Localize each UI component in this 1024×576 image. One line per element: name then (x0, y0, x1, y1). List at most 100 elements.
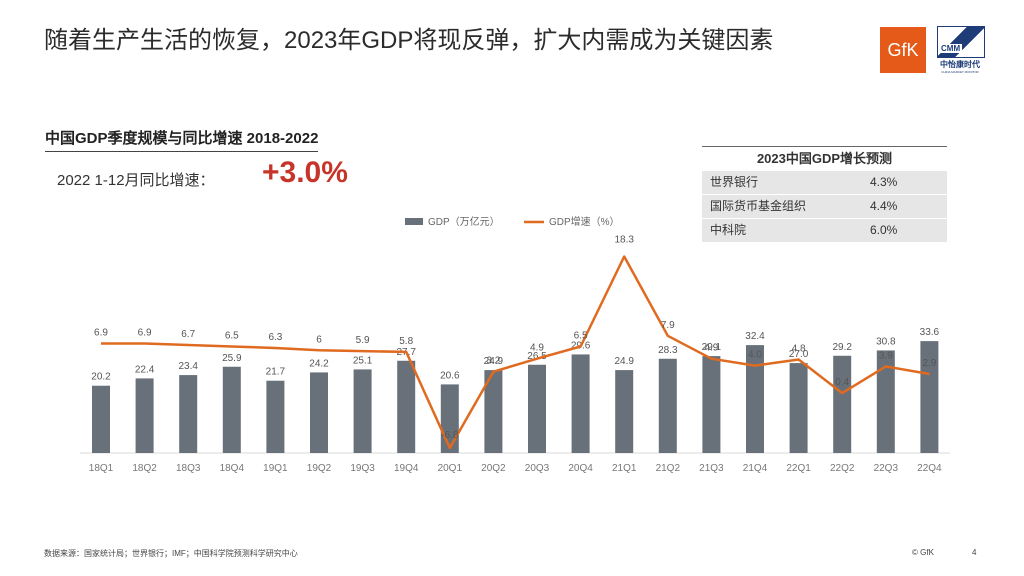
gdp-growth-label: 4.8 (792, 343, 806, 354)
forecast-org: 中科院 (710, 223, 747, 237)
gdp-bar-label: 24.9 (614, 356, 634, 367)
forecast-row-imf: 国际货币基金组织 4.4% (702, 194, 947, 218)
x-tick-label: 22Q4 (917, 463, 942, 474)
gdp-growth-label: 5.9 (356, 335, 370, 346)
gdp-bar-label: 29.1 (702, 342, 722, 353)
gdp-bar (702, 356, 721, 453)
gdp-growth-label: 3.2 (486, 356, 500, 367)
cmm-logo: CMM 中怡康时代 CHINA MARKET MONITOR (935, 26, 985, 74)
x-tick-label: 21Q3 (699, 463, 724, 474)
forecast-value: 6.0% (870, 223, 898, 237)
gdp-growth-label: 4.0 (748, 350, 762, 361)
gdp-bar-label: 23.4 (178, 361, 198, 372)
gdp-bar (222, 366, 241, 453)
gdp-bar (833, 355, 852, 453)
gdp-bar-label: 33.6 (920, 327, 940, 338)
chart-title: 中国GDP季度规模与同比增速 2018-2022 (45, 127, 319, 152)
gdp-bar-label: 27.0 (789, 349, 809, 360)
gdp-growth-label: 6.5 (225, 331, 239, 342)
forecast-org: 世界银行 (710, 175, 759, 189)
gdp-growth-label: 6.3 (268, 332, 282, 343)
gdp-bar (920, 341, 939, 453)
gdp-bar (353, 369, 372, 453)
x-tick-label: 18Q2 (132, 463, 157, 474)
forecast-row-cas: 中科院 6.0% (702, 218, 947, 242)
gdp-growth-label: 7.9 (661, 320, 675, 331)
page-number: 4 (972, 548, 977, 557)
gdp-growth-label: 18.3 (614, 234, 634, 245)
x-tick-label: 21Q4 (743, 463, 768, 474)
gdp-bar (528, 364, 546, 453)
x-tick-label: 19Q1 (263, 463, 288, 474)
forecast-table: 2023中国GDP增长预测 世界银行 4.3% 国际货币基金组织 4.4% 中科… (702, 146, 947, 242)
x-tick-label: 22Q1 (786, 463, 811, 474)
gdp-growth-label: 6 (316, 334, 322, 345)
legend-gdp-label: GDP（万亿元） (428, 215, 500, 228)
gdp-bar-label: 20.6 (440, 370, 460, 381)
gdp-bar (135, 378, 154, 453)
x-tick-label: 18Q1 (89, 463, 114, 474)
gdp-growth-label: 4.9 (530, 343, 544, 354)
x-tick-label: 22Q2 (830, 463, 855, 474)
gdp-bar-label: 28.3 (658, 345, 678, 356)
x-tick-label: 20Q1 (438, 463, 463, 474)
gdp-bar (266, 380, 285, 453)
gdp-growth-label: 6.9 (138, 327, 152, 338)
legend-growth-label: GDP增速（%） (549, 215, 620, 228)
gdp-growth-label: 0.4 (835, 377, 849, 388)
gdp-bar (876, 350, 895, 453)
gdp-bar-label: 25.9 (222, 353, 242, 364)
gdp-bar (615, 370, 634, 453)
x-tick-label: 22Q3 (874, 463, 899, 474)
gdp-bar-label: 24.9 (484, 356, 504, 367)
legend-gdp-swatch (405, 218, 423, 225)
gdp-bar (658, 358, 677, 453)
gdp-bar (397, 360, 416, 453)
gdp-bar (179, 375, 198, 453)
page-title: 随着生产生活的恢复，2023年GDP将现反弹，扩大内需成为关键因素 (44, 27, 774, 54)
gdp-growth-label: 4.9 (704, 343, 718, 354)
x-tick-label: 18Q3 (176, 463, 201, 474)
data-source-note: 数据来源：国家统计局；世界银行；IMF；中国科学院预测科学研究中心 (44, 549, 298, 558)
cmm-logo-chinese: 中怡康时代 (940, 60, 980, 69)
gdp-bar (789, 363, 808, 453)
forecast-value: 4.3% (870, 175, 898, 189)
gdp-growth-line (101, 255, 930, 450)
gdp-bar-label: 30.8 (876, 336, 896, 347)
gdp-bar (92, 385, 110, 453)
gdp-growth-label: 6.9 (94, 327, 108, 338)
gdp-growth-label: 2.9 (922, 358, 936, 369)
gdp-bar-label: 24.2 (309, 358, 329, 369)
forecast-org: 国际货币基金组织 (710, 199, 807, 213)
x-tick-label: 21Q1 (612, 463, 637, 474)
x-tick-label: 19Q4 (394, 463, 419, 474)
copyright: © GfK (912, 548, 934, 557)
gdp-bar-label: 26.5 (527, 351, 547, 362)
x-tick-label: 21Q2 (656, 463, 681, 474)
forecast-value: 4.4% (870, 199, 898, 213)
gdp-growth-label: 6.7 (181, 329, 195, 340)
gdp-bar-label: 32.4 (745, 331, 765, 342)
yoy-growth-label: 2022 1-12月同比增速： (57, 172, 215, 189)
x-tick-label: 20Q3 (525, 463, 550, 474)
yoy-growth-value: +3.0% (262, 156, 348, 189)
forecast-table-title: 2023中国GDP增长预测 (702, 147, 947, 170)
gdp-bar-label: 20.2 (91, 372, 111, 383)
gdp-bar-label: 29.2 (832, 342, 852, 353)
gdp-growth-label: 5.8 (399, 336, 413, 347)
x-tick-label: 20Q2 (481, 463, 506, 474)
cmm-logo-english: CHINA MARKET MONITOR (941, 70, 979, 74)
x-tick-label: 20Q4 (568, 463, 593, 474)
gdp-bar-label: 22.4 (135, 364, 155, 375)
gdp-bar (310, 372, 328, 453)
gdp-growth-label: 6.5 (574, 331, 588, 342)
x-tick-label: 18Q4 (220, 463, 245, 474)
gdp-growth-label: -6.8 (441, 430, 459, 441)
gdp-bar (484, 370, 503, 453)
gdp-bar (571, 354, 590, 453)
x-tick-label: 19Q3 (350, 463, 375, 474)
x-tick-label: 19Q2 (307, 463, 332, 474)
forecast-row-world-bank: 世界银行 4.3% (702, 170, 947, 194)
gfk-logo: GfK (880, 27, 926, 73)
